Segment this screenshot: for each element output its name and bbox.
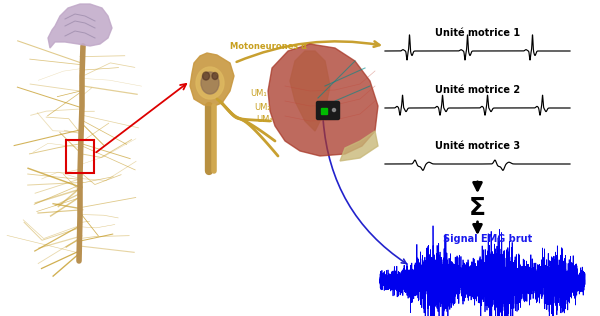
Text: Σ: Σ — [469, 196, 486, 220]
Text: UM₁: UM₁ — [250, 89, 267, 99]
Text: UM₃: UM₃ — [256, 116, 272, 125]
Text: Signal EMG brut: Signal EMG brut — [443, 234, 532, 244]
FancyBboxPatch shape — [317, 101, 340, 119]
Polygon shape — [290, 51, 330, 131]
Polygon shape — [268, 44, 378, 156]
Ellipse shape — [196, 67, 224, 99]
FancyBboxPatch shape — [322, 108, 328, 114]
Polygon shape — [48, 4, 112, 48]
Text: UM₂: UM₂ — [254, 102, 271, 112]
Text: Unité motrice 3: Unité motrice 3 — [435, 141, 520, 151]
Text: Unité motrice 2: Unité motrice 2 — [435, 85, 520, 95]
Bar — [66, 140, 94, 173]
Text: Unité motrice 1: Unité motrice 1 — [435, 28, 520, 38]
Ellipse shape — [212, 72, 218, 80]
Ellipse shape — [332, 108, 335, 112]
Ellipse shape — [203, 72, 209, 80]
Polygon shape — [190, 53, 234, 106]
Polygon shape — [340, 131, 378, 161]
Ellipse shape — [201, 72, 219, 94]
Text: Motoneurones α: Motoneurones α — [230, 42, 307, 51]
